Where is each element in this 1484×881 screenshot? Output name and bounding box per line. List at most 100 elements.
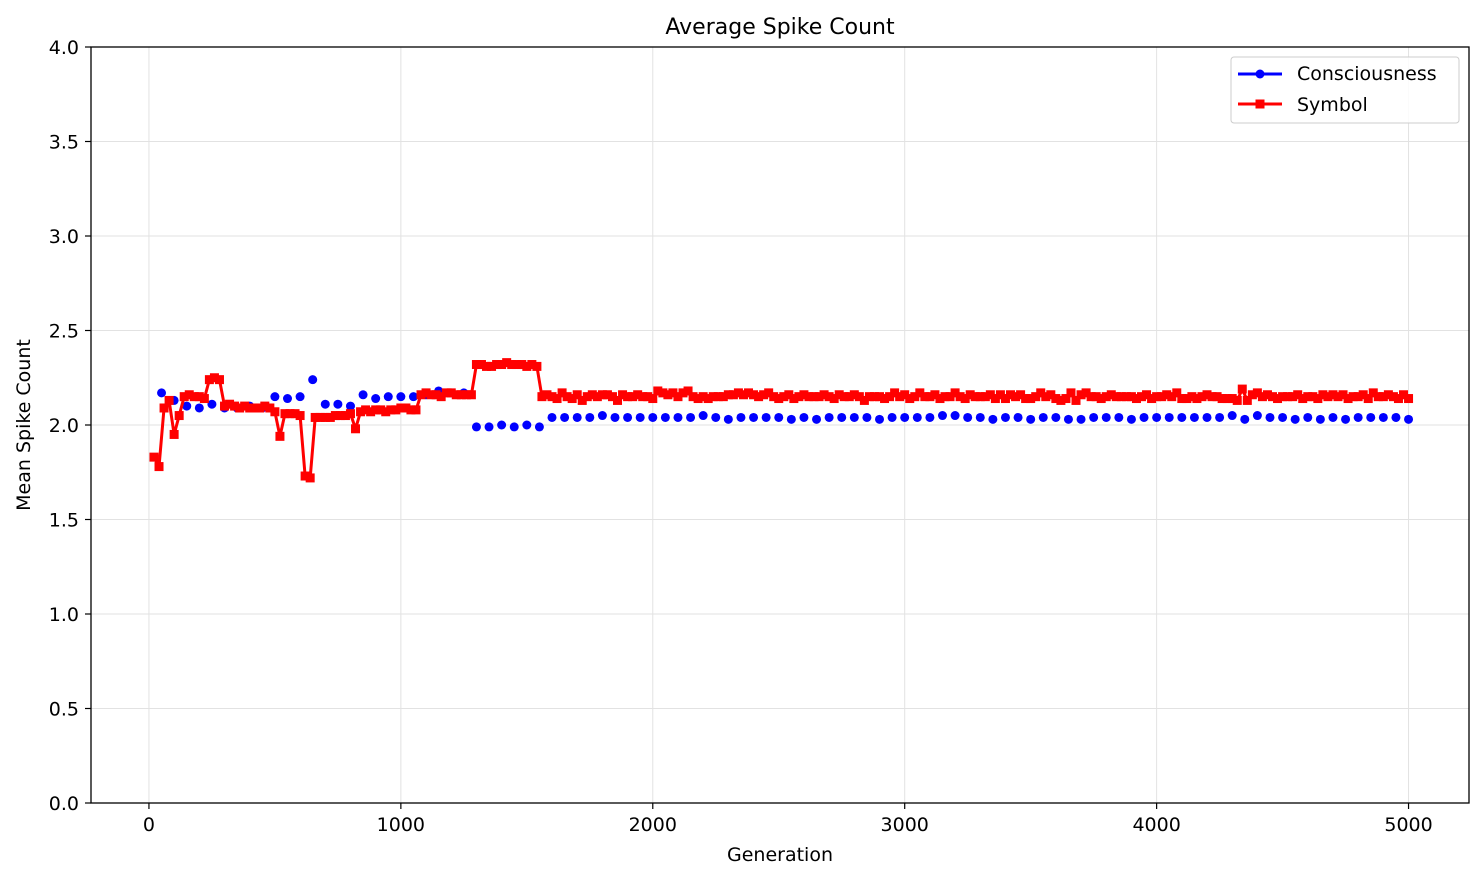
data-point-consciousness: [723, 414, 733, 424]
data-point-symbol: [623, 392, 633, 402]
data-point-symbol: [900, 390, 910, 400]
data-point-consciousness: [207, 399, 217, 409]
data-point-symbol: [1283, 392, 1293, 402]
data-point-symbol: [189, 392, 199, 402]
data-point-symbol: [738, 390, 748, 400]
data-point-symbol: [1137, 392, 1147, 402]
data-point-consciousness: [1215, 412, 1225, 422]
data-point-consciousness: [1000, 412, 1010, 422]
data-point-symbol: [1232, 395, 1242, 405]
data-point-symbol: [466, 390, 476, 400]
data-point-symbol: [880, 394, 890, 404]
data-point-symbol: [940, 392, 950, 402]
data-point-symbol: [179, 392, 189, 402]
data-point-symbol: [1006, 390, 1016, 400]
data-point-symbol: [512, 360, 522, 370]
data-point-symbol: [799, 390, 809, 400]
data-point-symbol: [1368, 388, 1378, 398]
data-point-symbol: [673, 392, 683, 402]
data-point-symbol: [487, 361, 497, 371]
data-point-symbol: [174, 411, 184, 421]
data-point-symbol: [779, 392, 789, 402]
data-point-symbol: [653, 386, 663, 396]
y-axis-label: Mean Spike Count: [13, 339, 35, 511]
data-point-symbol: [633, 390, 643, 400]
data-point-symbol: [744, 388, 754, 398]
data-point-symbol: [411, 405, 421, 415]
data-point-consciousness: [484, 422, 494, 432]
data-point-symbol: [950, 388, 960, 398]
y-tick-label: 0.0: [49, 793, 79, 815]
data-point-symbol: [522, 361, 532, 371]
data-point-symbol: [764, 388, 774, 398]
data-point-consciousness: [358, 390, 368, 400]
data-point-consciousness: [1315, 414, 1325, 424]
data-point-symbol: [1056, 395, 1066, 405]
data-point-symbol: [1016, 390, 1026, 400]
data-point-consciousness: [471, 422, 481, 432]
data-point-symbol: [1106, 390, 1116, 400]
data-point-consciousness: [345, 401, 355, 411]
data-point-symbol: [1126, 392, 1136, 402]
data-point-consciousness: [774, 412, 784, 422]
data-point-consciousness: [1114, 412, 1124, 422]
data-point-symbol: [1222, 394, 1232, 404]
data-point-symbol: [340, 411, 350, 421]
data-point-symbol: [214, 375, 224, 385]
data-point-consciousness: [585, 412, 595, 422]
data-point-consciousness: [925, 412, 935, 422]
data-point-symbol: [708, 392, 718, 402]
data-point-symbol: [1323, 392, 1333, 402]
data-point-symbol: [713, 392, 723, 402]
data-point-consciousness: [572, 412, 582, 422]
data-point-symbol: [517, 360, 527, 370]
y-tick-label: 3.0: [49, 226, 79, 248]
data-point-symbol: [1091, 392, 1101, 402]
data-point-symbol: [597, 390, 607, 400]
data-point-symbol: [1162, 390, 1172, 400]
data-point-symbol: [980, 392, 990, 402]
data-point-symbol: [804, 392, 814, 402]
grid-lines: [91, 46, 1469, 804]
data-point-symbol: [230, 401, 240, 411]
data-point-consciousness: [849, 412, 859, 422]
data-point-symbol: [754, 392, 764, 402]
data-point-symbol: [1021, 394, 1031, 404]
data-point-symbol: [1000, 394, 1010, 404]
data-point-symbol: [920, 392, 930, 402]
data-point-symbol: [406, 405, 416, 415]
y-tick-label: 1.0: [49, 604, 79, 626]
data-point-symbol: [542, 390, 552, 400]
data-point-consciousness: [383, 392, 393, 402]
data-point-symbol: [386, 405, 396, 415]
data-point-consciousness: [295, 392, 305, 402]
data-point-symbol: [250, 403, 260, 413]
data-point-consciousness: [1391, 412, 1401, 422]
data-point-symbol: [1217, 394, 1227, 404]
data-point-consciousness: [522, 420, 532, 430]
data-point-symbol: [910, 392, 920, 402]
data-point-consciousness: [610, 412, 620, 422]
y-tick-label: 3.5: [49, 132, 79, 154]
data-point-consciousness: [1038, 412, 1048, 422]
data-point-symbol: [1278, 392, 1288, 402]
data-point-symbol: [995, 390, 1005, 400]
data-point-symbol: [668, 388, 678, 398]
data-point-symbol: [1036, 388, 1046, 398]
y-tick-label: 0.5: [49, 699, 79, 721]
data-point-symbol: [683, 386, 693, 396]
y-tick-label: 4.0: [49, 37, 79, 59]
data-point-symbol: [960, 394, 970, 404]
data-point-consciousness: [1013, 412, 1023, 422]
data-point-symbol: [698, 392, 708, 402]
data-point-symbol: [482, 361, 492, 371]
data-point-consciousness: [1164, 412, 1174, 422]
data-point-symbol: [1257, 392, 1267, 402]
data-point-symbol: [1328, 390, 1338, 400]
data-point-symbol: [149, 452, 159, 462]
data-point-symbol: [356, 407, 366, 417]
data-point-consciousness: [1202, 412, 1212, 422]
data-point-consciousness: [1240, 414, 1250, 424]
data-point-symbol: [1363, 394, 1373, 404]
